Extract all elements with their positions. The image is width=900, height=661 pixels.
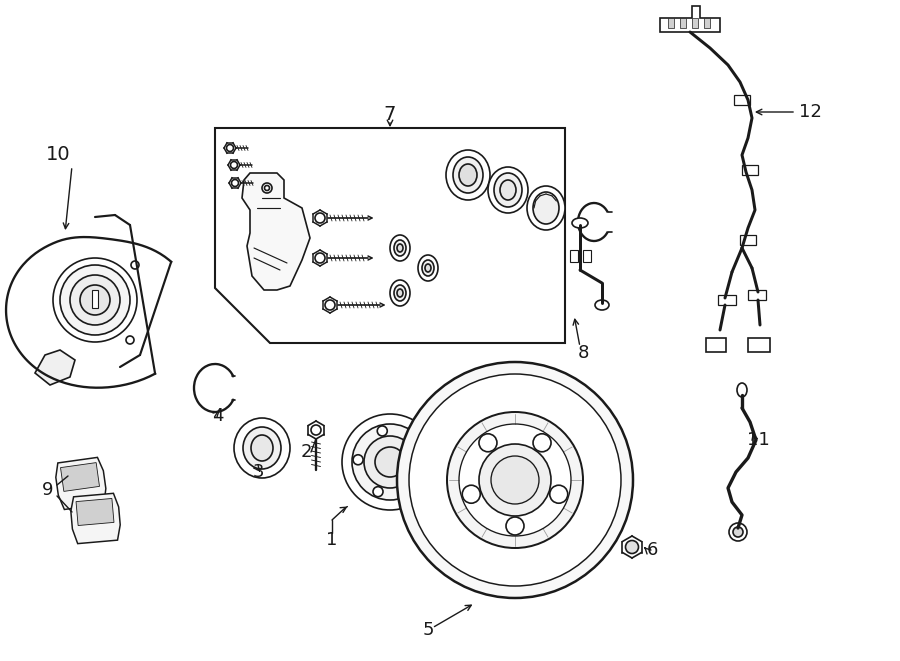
Bar [740, 235, 756, 245]
Circle shape [412, 440, 422, 450]
Ellipse shape [390, 235, 410, 261]
Ellipse shape [418, 255, 438, 281]
Circle shape [397, 362, 633, 598]
Bar [734, 95, 750, 105]
Circle shape [315, 213, 325, 223]
Bar [583, 250, 591, 262]
Bar [668, 18, 674, 28]
Ellipse shape [234, 418, 290, 478]
Polygon shape [242, 173, 310, 290]
Circle shape [373, 486, 383, 496]
Circle shape [479, 434, 497, 451]
Text: 10: 10 [46, 145, 70, 165]
Text: 1: 1 [327, 531, 338, 549]
Text: 3: 3 [252, 463, 264, 481]
Text: 11: 11 [747, 431, 770, 449]
Circle shape [447, 412, 583, 548]
Circle shape [729, 523, 747, 541]
Circle shape [463, 485, 481, 503]
Polygon shape [56, 457, 106, 510]
Circle shape [70, 275, 120, 325]
Circle shape [550, 485, 568, 503]
Circle shape [262, 183, 272, 193]
Ellipse shape [494, 173, 522, 207]
Text: 5: 5 [422, 621, 434, 639]
Ellipse shape [737, 383, 747, 397]
Circle shape [626, 541, 638, 553]
Circle shape [231, 180, 239, 186]
Ellipse shape [453, 157, 483, 193]
Ellipse shape [390, 280, 410, 306]
Text: 8: 8 [577, 344, 589, 362]
Ellipse shape [394, 285, 406, 301]
Circle shape [733, 527, 743, 537]
Ellipse shape [251, 435, 273, 461]
Circle shape [227, 145, 233, 151]
Text: 4: 4 [212, 407, 224, 425]
Polygon shape [60, 463, 100, 491]
Circle shape [131, 261, 139, 269]
Bar [742, 165, 758, 175]
Bar [692, 18, 698, 28]
Circle shape [459, 424, 571, 536]
Circle shape [377, 426, 387, 436]
Polygon shape [748, 338, 770, 352]
Circle shape [353, 455, 363, 465]
Circle shape [315, 253, 325, 263]
Polygon shape [706, 338, 726, 352]
Polygon shape [71, 493, 121, 543]
Circle shape [230, 161, 238, 169]
Circle shape [409, 374, 621, 586]
Ellipse shape [527, 186, 565, 230]
Ellipse shape [488, 167, 528, 213]
Circle shape [364, 436, 416, 488]
Circle shape [479, 444, 551, 516]
Circle shape [491, 456, 539, 504]
Bar [570, 250, 578, 262]
Bar [748, 290, 766, 300]
Ellipse shape [422, 260, 434, 276]
Polygon shape [660, 6, 720, 32]
Circle shape [126, 336, 134, 344]
Bar [718, 295, 736, 305]
Circle shape [325, 300, 335, 310]
Ellipse shape [595, 300, 609, 310]
Polygon shape [35, 350, 75, 385]
Ellipse shape [425, 264, 431, 272]
Circle shape [80, 285, 110, 315]
Polygon shape [76, 498, 114, 525]
Circle shape [311, 425, 321, 435]
Circle shape [53, 258, 137, 342]
Ellipse shape [394, 240, 406, 256]
Bar [92, 290, 98, 308]
Text: 2: 2 [301, 443, 311, 461]
Text: 12: 12 [798, 103, 822, 121]
Text: 7: 7 [383, 104, 396, 124]
Ellipse shape [459, 164, 477, 186]
Ellipse shape [446, 150, 490, 200]
Circle shape [533, 434, 551, 451]
Ellipse shape [243, 427, 281, 469]
Text: 9: 9 [42, 481, 54, 499]
Bar [704, 18, 710, 28]
Ellipse shape [500, 180, 516, 200]
Bar [680, 18, 686, 28]
Ellipse shape [533, 192, 559, 224]
Circle shape [506, 517, 524, 535]
Ellipse shape [572, 218, 588, 228]
Ellipse shape [397, 289, 403, 297]
Circle shape [410, 477, 419, 488]
Ellipse shape [397, 244, 403, 252]
Circle shape [60, 265, 130, 335]
Text: 6: 6 [646, 541, 658, 559]
Circle shape [342, 414, 438, 510]
Circle shape [352, 424, 428, 500]
Circle shape [375, 447, 405, 477]
